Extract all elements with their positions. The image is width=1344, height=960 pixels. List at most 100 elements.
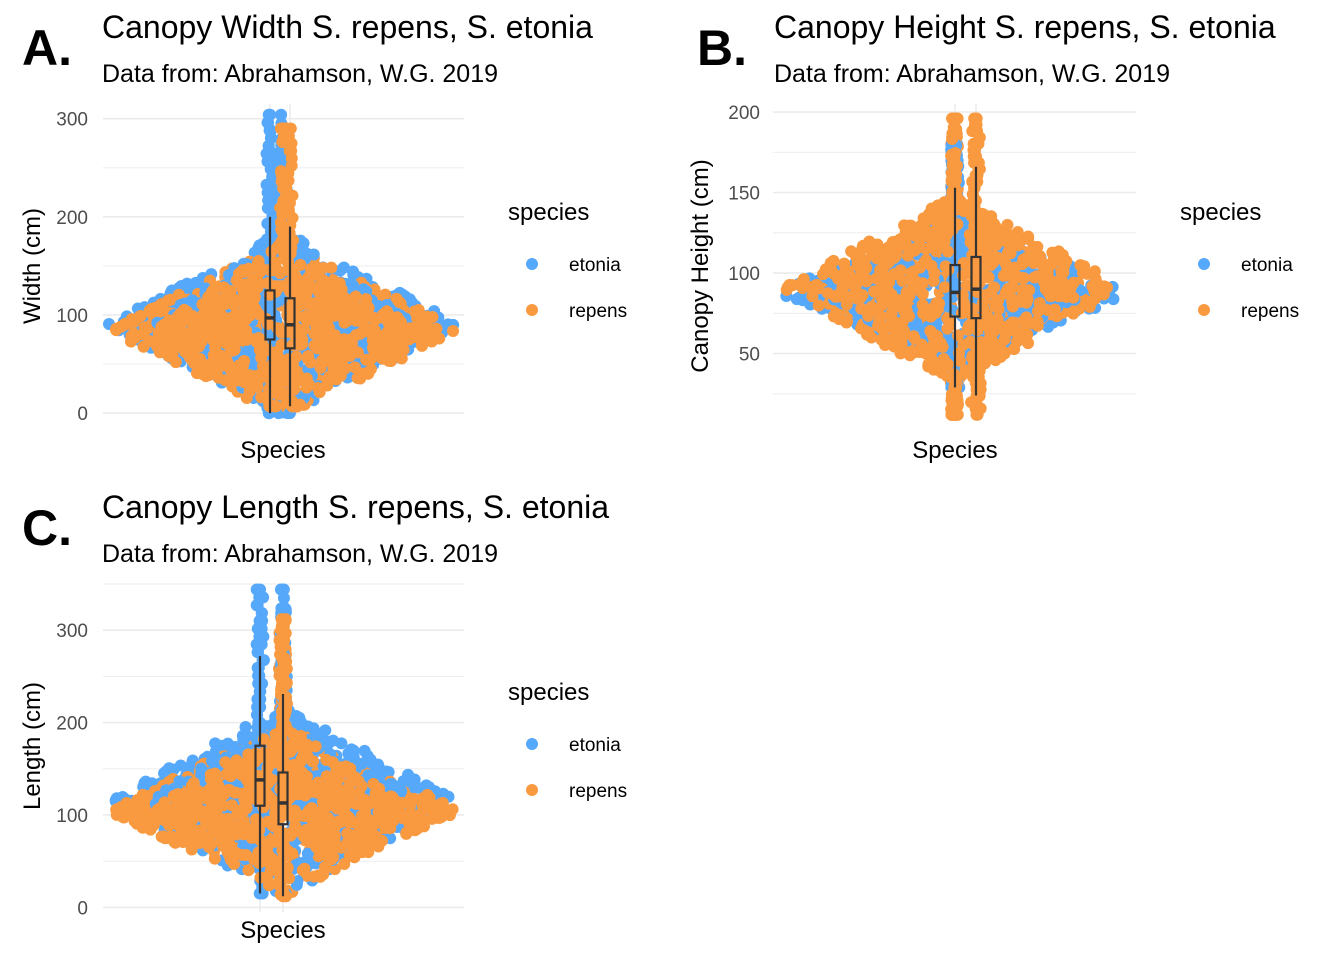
data-point-etonia xyxy=(357,283,370,296)
y-tick-label: 150 xyxy=(728,184,760,205)
data-point-repens xyxy=(1006,300,1019,313)
data-point-repens xyxy=(254,372,267,385)
data-point-repens xyxy=(447,325,460,338)
data-point-repens xyxy=(350,329,363,342)
legend-marker-repens-a xyxy=(526,304,538,316)
data-point-repens xyxy=(261,318,274,331)
data-point-repens xyxy=(905,243,918,256)
data-point-repens xyxy=(337,297,350,310)
data-point-repens xyxy=(250,335,263,348)
data-point-repens xyxy=(865,300,878,313)
data-point-repens xyxy=(296,337,309,350)
data-point-repens xyxy=(927,329,940,342)
data-point-repens xyxy=(812,299,825,312)
data-point-repens xyxy=(308,327,321,340)
data-point-repens xyxy=(349,290,362,303)
data-point-repens xyxy=(868,285,881,298)
y-tick-label: 50 xyxy=(739,345,760,366)
data-point-repens xyxy=(890,235,903,248)
data-point-repens xyxy=(374,311,387,324)
data-point-repens xyxy=(145,307,158,320)
data-point-repens xyxy=(939,218,952,231)
legend-a: species etonia repens xyxy=(508,199,627,322)
legend-label-etonia-b: etonia xyxy=(1241,255,1293,276)
data-point-repens xyxy=(872,319,885,332)
data-point-repens xyxy=(947,395,960,408)
data-point-repens xyxy=(916,299,929,312)
data-point-repens xyxy=(211,281,224,294)
data-point-repens xyxy=(294,258,307,271)
data-point-repens xyxy=(837,280,850,293)
data-point-repens xyxy=(980,307,993,320)
data-point-repens xyxy=(854,271,867,284)
data-point-repens xyxy=(410,308,423,321)
panel-letter-a: A. xyxy=(22,20,72,76)
data-point-repens xyxy=(237,285,250,298)
panel-letter-c: C. xyxy=(22,500,72,556)
data-point-repens xyxy=(427,327,440,340)
data-point-repens xyxy=(908,332,921,345)
chart-subtitle-a: Data from: Abrahamson, W.G. 2019 xyxy=(102,60,498,88)
y-tick-label: 100 xyxy=(728,264,760,285)
chart-title-c: Canopy Length S. repens, S. etonia xyxy=(102,489,609,525)
data-point-repens xyxy=(924,310,937,323)
data-point-repens xyxy=(224,317,237,330)
data-point-repens xyxy=(902,225,915,238)
data-point-repens xyxy=(1022,233,1035,246)
data-point-repens xyxy=(874,309,887,322)
data-point-etonia xyxy=(275,108,288,121)
data-point-repens xyxy=(151,340,164,353)
data-point-repens xyxy=(941,245,954,258)
data-point-repens xyxy=(947,152,960,165)
panel-letter-b: B. xyxy=(697,20,747,76)
x-axis-label-b: Species xyxy=(912,437,997,464)
data-point-repens xyxy=(851,291,864,304)
data-point-repens xyxy=(186,309,199,322)
data-point-repens xyxy=(251,281,264,294)
data-point-repens xyxy=(907,281,920,294)
data-point-repens xyxy=(269,365,282,378)
data-point-repens xyxy=(338,312,351,325)
data-point-repens xyxy=(162,325,175,338)
data-point-repens xyxy=(400,329,413,342)
data-point-repens xyxy=(244,369,257,382)
data-point-repens xyxy=(417,324,430,337)
data-point-repens xyxy=(986,233,999,246)
data-point-repens xyxy=(280,122,293,135)
data-point-repens xyxy=(860,328,873,341)
data-point-repens xyxy=(920,253,933,266)
data-point-repens xyxy=(916,227,929,240)
data-point-repens xyxy=(393,296,406,309)
data-point-repens xyxy=(930,297,943,310)
data-point-repens xyxy=(357,300,370,313)
data-point-repens xyxy=(223,337,236,350)
data-point-repens xyxy=(219,291,232,304)
data-point-repens xyxy=(302,378,315,391)
legend-title-b: species xyxy=(1180,199,1261,226)
data-point-repens xyxy=(215,349,228,362)
data-point-repens xyxy=(137,340,150,353)
data-point-repens xyxy=(255,351,268,364)
data-point-repens xyxy=(172,288,185,301)
y-tick-label: 200 xyxy=(56,714,88,735)
data-point-repens xyxy=(1035,302,1048,315)
legend-marker-repens-b xyxy=(1198,304,1210,316)
data-point-repens xyxy=(209,364,222,377)
legend-label-etonia-a: etonia xyxy=(569,255,621,276)
data-point-repens xyxy=(176,336,189,349)
data-point-repens xyxy=(379,288,392,301)
data-point-repens xyxy=(119,318,132,331)
data-point-repens xyxy=(231,374,244,387)
data-point-repens xyxy=(913,344,926,357)
legend-title-a: species xyxy=(508,199,589,226)
data-point-repens xyxy=(210,332,223,345)
data-point-repens xyxy=(269,352,282,365)
data-point-repens xyxy=(305,267,318,280)
data-point-repens xyxy=(318,299,331,312)
data-point-repens xyxy=(391,311,404,324)
data-point-repens xyxy=(1033,250,1046,263)
y-tick-label: 100 xyxy=(56,806,88,827)
data-point-repens xyxy=(840,316,853,329)
data-point-repens xyxy=(321,379,334,392)
